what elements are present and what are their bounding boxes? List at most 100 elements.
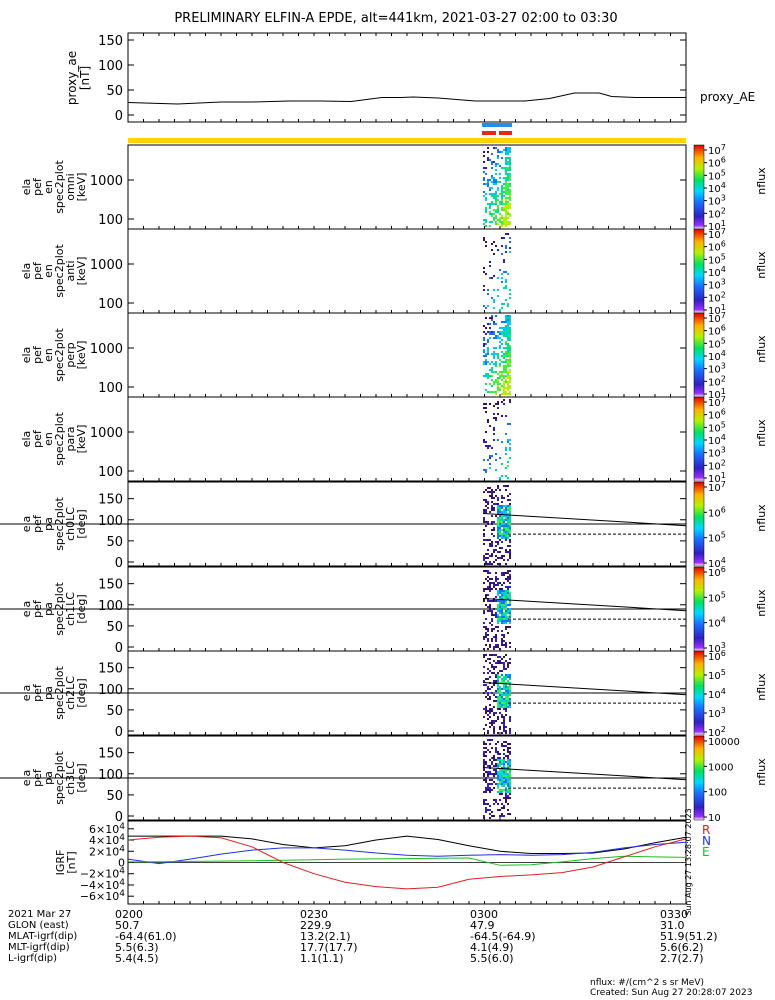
pa-cell	[495, 588, 497, 590]
spectrogram-cell	[495, 163, 497, 165]
pa-cell	[509, 541, 511, 543]
spectrogram-cell	[505, 381, 507, 383]
pa-cell	[489, 582, 491, 584]
spectrogram-cell	[499, 477, 501, 479]
spectrogram-cell	[485, 317, 487, 319]
pa-cell	[483, 775, 485, 777]
spectrogram-cell	[485, 245, 487, 247]
spectrogram-cell	[501, 199, 503, 201]
pa-cell	[507, 761, 509, 763]
pa-cell	[495, 489, 497, 491]
igrf-panel: 6×1044×1042×1040−2×104−4×104−6×104IGRF[n…	[54, 808, 711, 915]
pa-cell	[497, 662, 499, 664]
pa-cell	[507, 507, 509, 509]
spectrogram-cell	[485, 273, 487, 275]
spectrogram-cell	[505, 247, 507, 249]
spectrogram-frame	[127, 228, 687, 314]
pa-cell	[503, 749, 505, 751]
spectrogram-cell	[509, 337, 511, 339]
spectrogram-cell	[509, 457, 511, 459]
pa-cell	[505, 692, 507, 694]
colorbar-label: nflux	[755, 758, 768, 786]
spectrogram-cell	[483, 305, 485, 307]
pa-cell	[489, 572, 491, 574]
pa-cell	[487, 638, 489, 640]
spectrogram-cell	[499, 457, 501, 459]
spectrogram-cell	[505, 181, 507, 183]
pa-cell	[497, 497, 499, 499]
pa-cell	[495, 612, 497, 614]
spectrogram-cell	[501, 245, 503, 247]
proxy-ae-frame	[127, 32, 687, 123]
spectrogram-cell	[507, 161, 509, 163]
spectrogram-cell	[483, 167, 485, 169]
pa-cell	[483, 519, 485, 521]
pa-cell	[497, 787, 499, 789]
pa-cell	[507, 576, 509, 578]
pa-cell	[497, 614, 499, 616]
pa-cell	[501, 759, 503, 761]
pa-cell	[487, 588, 489, 590]
pa-cell	[489, 670, 491, 672]
pa-cell	[487, 501, 489, 503]
pa-cell	[505, 539, 507, 541]
pa-cell	[501, 803, 503, 805]
spectrogram-cell	[499, 193, 501, 195]
pa-cell	[487, 783, 489, 785]
spectrogram-cell	[495, 393, 497, 395]
pa-cell	[503, 783, 505, 785]
pa-cell	[501, 521, 503, 523]
pa-cell	[503, 741, 505, 743]
footer-value: 31.0	[660, 919, 685, 932]
spectrogram-cell	[505, 279, 507, 281]
spectrogram-cell	[505, 219, 507, 221]
spectrogram-cell	[509, 353, 511, 355]
pa-cell	[491, 600, 493, 602]
pa-cell	[487, 773, 489, 775]
pa-cell	[505, 684, 507, 686]
pa-cell	[485, 787, 487, 789]
spectrogram-cell	[499, 217, 501, 219]
spectrogram-y-tick-label: 1000	[90, 174, 123, 189]
pa-cell	[503, 505, 505, 507]
pa-cell	[501, 535, 503, 537]
spectrogram-cell	[507, 329, 509, 331]
pa-cell	[491, 757, 493, 759]
spectrogram-cell	[507, 343, 509, 345]
footer-value: 0230	[300, 908, 328, 921]
pa-cell	[501, 610, 503, 612]
pa-cell	[489, 610, 491, 612]
pa-cell	[501, 596, 503, 598]
pa-cell	[487, 557, 489, 559]
footer-value: 4.1(4.9)	[470, 941, 514, 954]
pa-cell	[509, 507, 511, 509]
spectrogram-ylabel: en	[42, 264, 55, 278]
pa-cell	[501, 771, 503, 773]
spectrogram-cell	[495, 365, 497, 367]
spectrogram-cell	[507, 339, 509, 341]
pa-cell	[497, 529, 499, 531]
pa-cell	[503, 781, 505, 783]
pa-cell	[507, 696, 509, 698]
spectrogram-cell	[507, 439, 509, 441]
pa-cell	[493, 775, 495, 777]
spectrogram-cell	[487, 331, 489, 333]
colorbar-tick-label: 10000	[708, 737, 740, 748]
pa-cell	[503, 582, 505, 584]
spectrogram-cell	[483, 219, 485, 221]
spectrogram-cell	[501, 253, 503, 255]
pa-cell	[497, 732, 499, 734]
pa-cell	[489, 543, 491, 545]
spectrogram-cell	[499, 177, 501, 179]
pa-cell	[505, 755, 507, 757]
pa-cell	[507, 686, 509, 688]
spectrogram-cell	[505, 327, 507, 329]
spectrogram-cell	[505, 365, 507, 367]
pa-cell	[501, 688, 503, 690]
pa-cell	[505, 507, 507, 509]
colorbar-tick-label: 105	[708, 668, 726, 682]
pa-cell	[499, 759, 501, 761]
pa-cell	[509, 519, 511, 521]
pa-cell	[485, 588, 487, 590]
pa-cell	[493, 714, 495, 716]
